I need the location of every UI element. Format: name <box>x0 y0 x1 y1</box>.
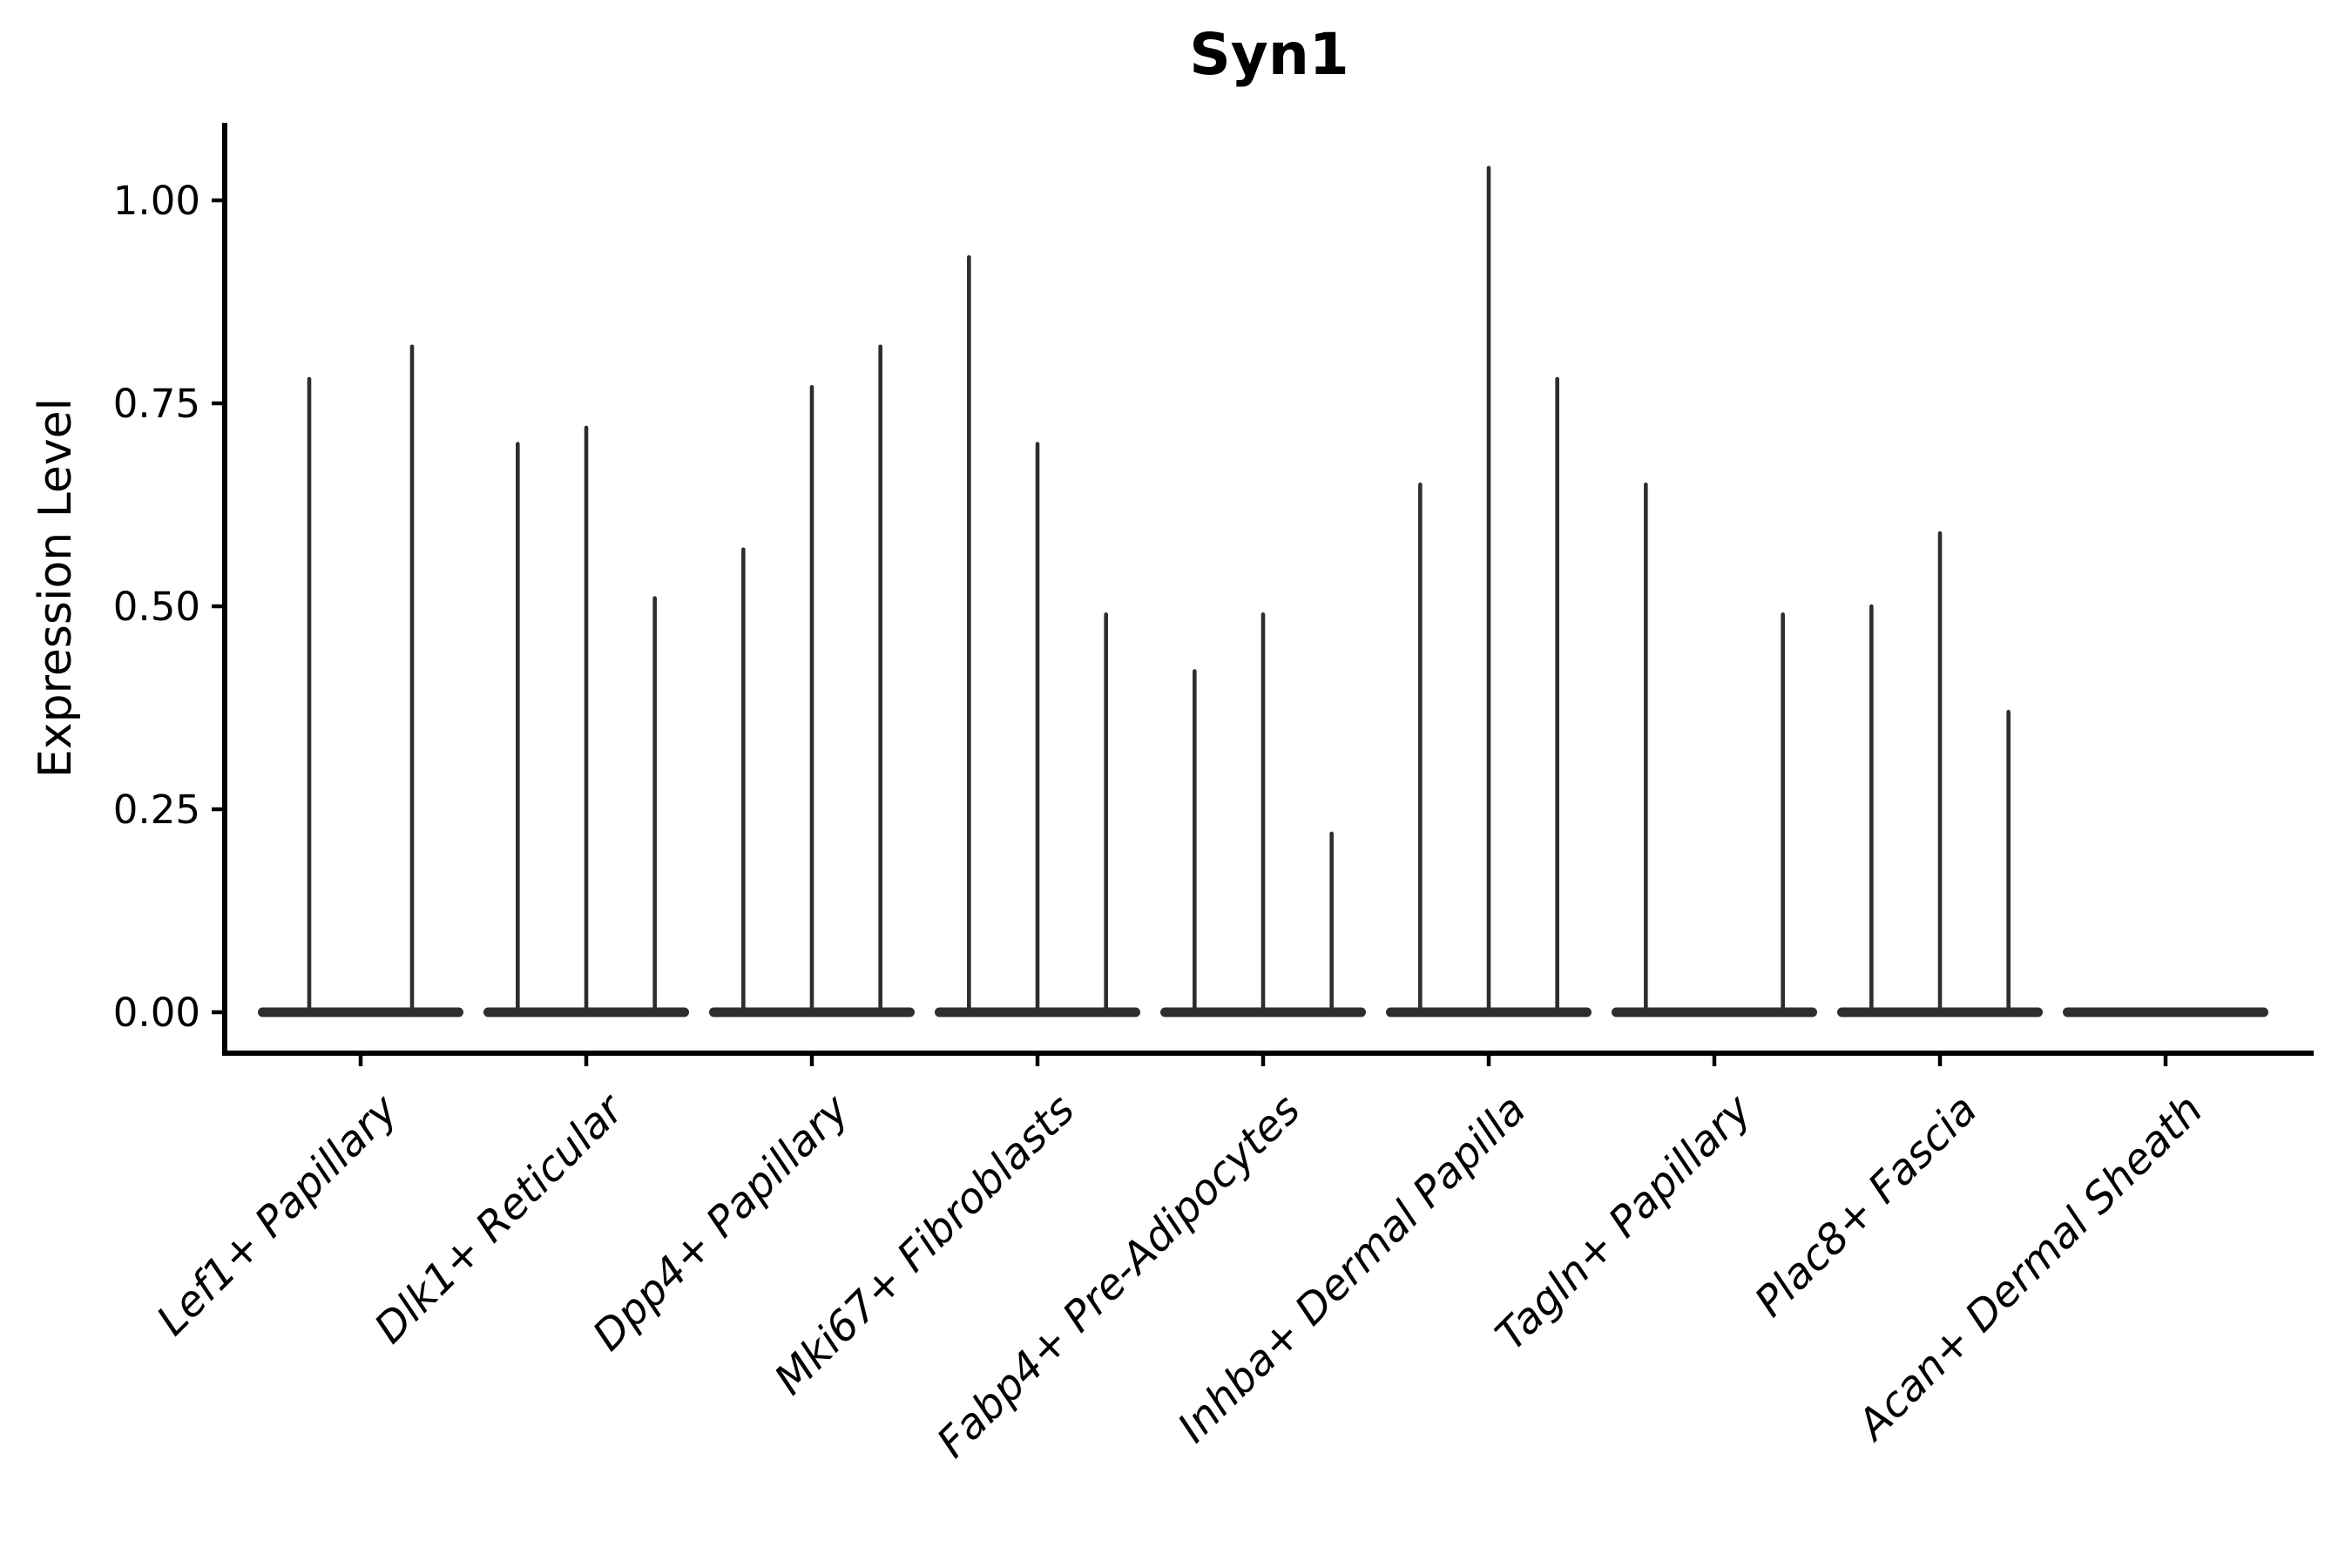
y-tick-label: 1.00 <box>113 178 200 224</box>
y-tick-label: 0.00 <box>113 990 200 1036</box>
y-tick-label: 0.75 <box>113 381 200 427</box>
y-tick-label: 0.50 <box>113 584 200 630</box>
violin-base <box>1612 1007 1817 1017</box>
x-tick-label: Dlk1+ Reticular <box>365 1084 635 1354</box>
x-tick-label: Fabp4+ Pre-Adipocytes <box>928 1085 1310 1468</box>
x-tick-label: Lef1+ Papillary <box>147 1085 408 1345</box>
violin-base <box>258 1007 463 1017</box>
chart-title: Syn1 <box>1189 21 1349 88</box>
y-tick-label: 0.25 <box>113 787 200 833</box>
x-tick-label: Plac8+ Fascia <box>1746 1085 1987 1327</box>
violin-base <box>2063 1007 2268 1017</box>
